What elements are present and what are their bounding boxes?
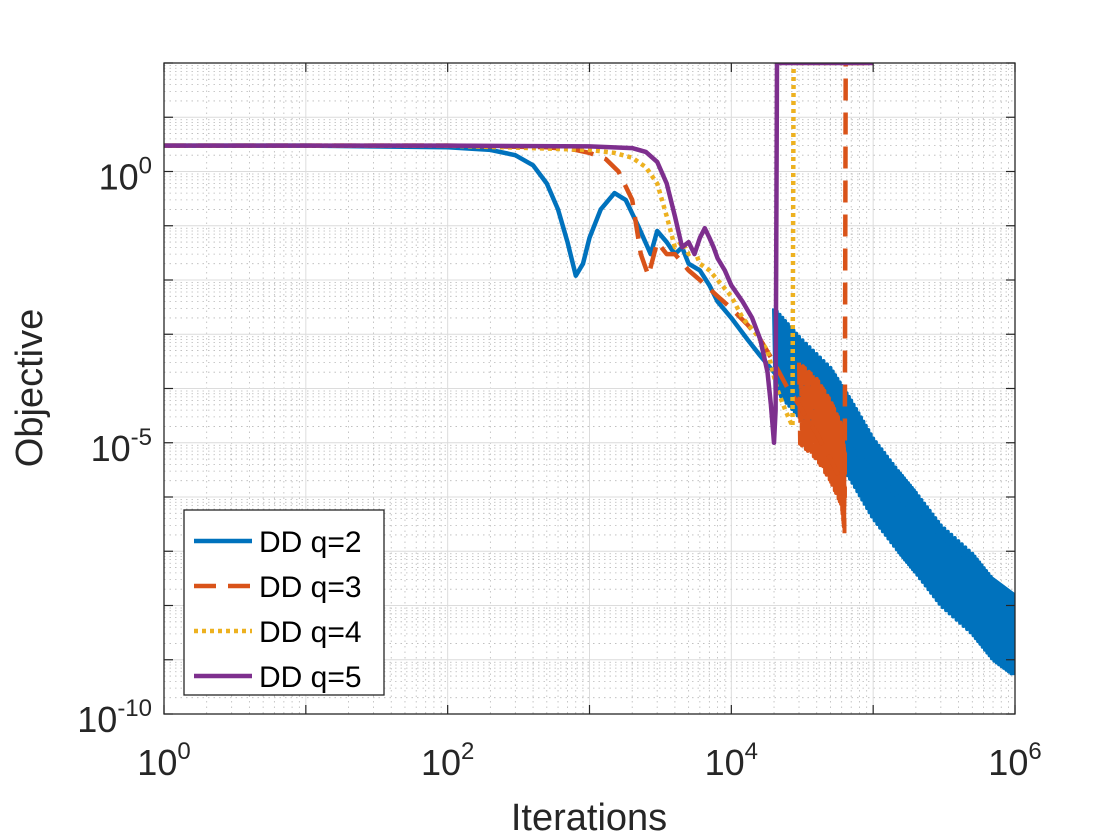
x-tick-label: 100 (137, 738, 190, 783)
series-1-oscillation (772, 308, 1015, 676)
legend-label-4: DD q=5 (259, 661, 362, 694)
x-tick-label: 106 (988, 738, 1041, 783)
y-tick-label: 10-5 (91, 424, 152, 469)
y-tick-label: 10-10 (77, 695, 152, 740)
y-tick-label: 100 (99, 153, 152, 198)
y-axis-label: Objective (9, 309, 51, 467)
series-line-2 (164, 63, 874, 500)
x-tick-labels: 100 102 104 106 (137, 738, 1041, 783)
x-tick-label: 104 (705, 738, 758, 783)
legend-label-3: DD q=4 (259, 616, 362, 649)
legend-label-1: DD q=2 (259, 526, 362, 559)
y-tick-labels: 100 10-5 10-10 (77, 153, 152, 741)
x-axis-label: Iterations (511, 797, 667, 839)
legend: DD q=2 DD q=3 DD q=4 DD q=5 (183, 509, 385, 696)
legend-label-2: DD q=3 (259, 571, 362, 604)
x-tick-label: 102 (421, 738, 474, 783)
series-line-4 (164, 63, 874, 446)
series-layer (164, 63, 1015, 676)
axis-ticks (163, 62, 1016, 715)
series-2-oscillation (797, 362, 847, 534)
